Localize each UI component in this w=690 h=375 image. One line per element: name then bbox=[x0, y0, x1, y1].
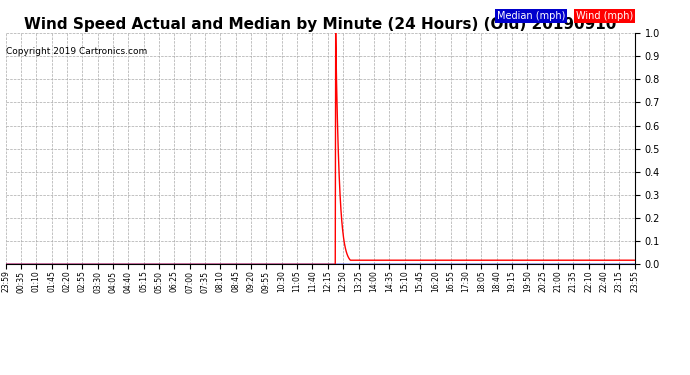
Title: Wind Speed Actual and Median by Minute (24 Hours) (Old) 20190910: Wind Speed Actual and Median by Minute (… bbox=[24, 17, 616, 32]
Text: Median (mph): Median (mph) bbox=[497, 11, 565, 21]
Text: Copyright 2019 Cartronics.com: Copyright 2019 Cartronics.com bbox=[6, 47, 147, 56]
Text: Wind (mph): Wind (mph) bbox=[576, 11, 633, 21]
